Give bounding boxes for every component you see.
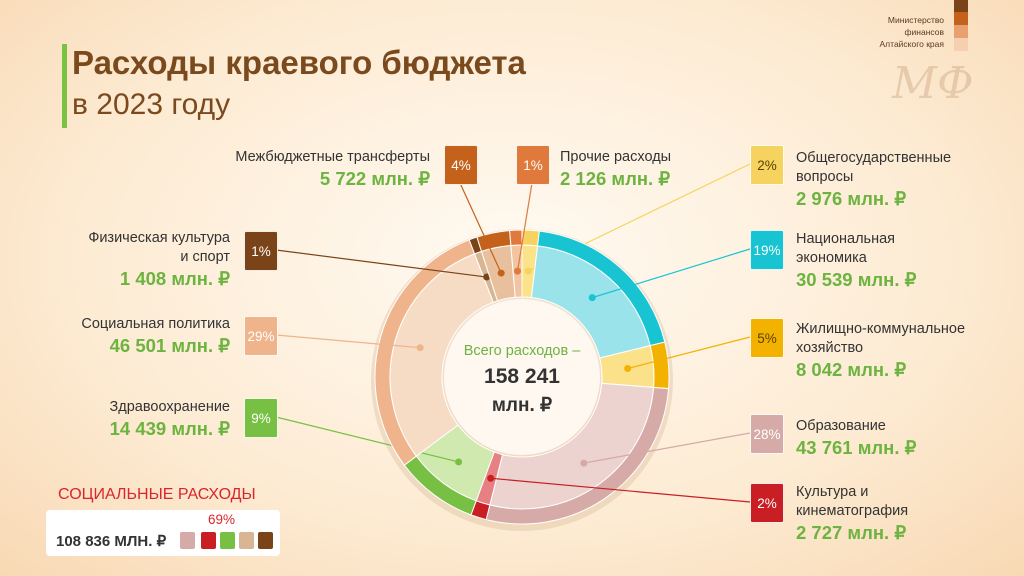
slice-7-label-line-1: Социальная политика — [81, 316, 230, 332]
slice-9-percent-badge: 4% — [444, 145, 478, 185]
social-swatch-education — [180, 532, 195, 549]
ministry-line-3: Алтайского края — [879, 39, 944, 49]
slice-1-leader-dot — [524, 267, 532, 275]
slice-5-leader-dot — [487, 474, 495, 482]
ministry-color-strip-2 — [954, 12, 968, 25]
slice-3-label-line-1: Жилищно-коммунальное — [796, 321, 966, 337]
slice-8-leader-dot — [483, 273, 491, 281]
slice-10-label: Прочие расходы 2 126 млн. ₽ — [560, 148, 671, 188]
slice-3-value: 8 042 млн. ₽ — [796, 359, 907, 380]
slice-5-label-line-2: кинематография — [796, 503, 909, 519]
slice-7-percent-badge: 29% — [244, 316, 278, 356]
slice-6-leader-dot — [455, 458, 463, 466]
slice-6-label: Здравоохранение 14 439 млн. ₽ — [110, 398, 230, 438]
slice-8-percent-badge: 1% — [244, 231, 278, 271]
slice-1-percent-badge: 2% — [750, 145, 784, 185]
slice-2-label-line-1: Национальная — [796, 231, 896, 247]
slice-4-label-line-1: Образование — [796, 418, 886, 434]
social-expenses-percent: 69% — [208, 512, 236, 527]
social-expenses-title: СОЦИАЛЬНЫЕ РАСХОДЫ — [58, 486, 256, 503]
slice-9-label-line-1: Межбюджетные трансферты — [235, 149, 430, 165]
slice-5-value: 2 727 млн. ₽ — [796, 522, 907, 543]
ministry-line-2: финансов — [904, 27, 944, 37]
slice-1-value: 2 976 млн. ₽ — [796, 188, 907, 209]
slice-2-leader-dot — [588, 294, 596, 302]
slice-8-label-line-1: Физическая культура — [88, 230, 230, 246]
slice-4-percent-badge: 28% — [750, 414, 784, 454]
slice-1-label: Общегосударственные вопросы 2 976 млн. ₽ — [796, 149, 951, 208]
slice-3-leader-dot — [624, 364, 632, 372]
slice-8-leader-line — [275, 249, 487, 278]
social-swatch-social-policy — [239, 532, 254, 549]
center-total-value: 158 241 — [484, 365, 560, 388]
slice-6-value: 14 439 млн. ₽ — [109, 418, 230, 439]
slice-2-percent-badge: 19% — [750, 230, 784, 270]
slice-9-label: Межбюджетные трансферты 5 722 млн. ₽ — [235, 148, 430, 188]
ministry-color-strip-3 — [954, 25, 968, 38]
slice-5-label: Культура и кинематография 2 727 млн. ₽ — [796, 483, 908, 542]
slice-6-percent-badge: 9% — [244, 398, 278, 438]
slice-10-leader-dot — [514, 267, 522, 275]
slice-4-leader-dot — [580, 459, 588, 467]
slice-10-value: 2 126 млн. ₽ — [560, 168, 671, 189]
ministry-color-strip-4 — [954, 38, 968, 51]
slice-6-leader-line — [275, 416, 459, 463]
ministry-caption: Министерство финансов Алтайского края — [880, 14, 944, 50]
slice-1-outer-ring — [521, 229, 540, 247]
slice-6-label-line-1: Здравоохранение — [109, 399, 230, 415]
page-subtitle: в 2023 году — [72, 88, 231, 121]
slice-10-leader-line — [516, 182, 533, 272]
slice-8-value: 1 408 млн. ₽ — [119, 268, 230, 289]
slice-3-leader-line — [627, 336, 751, 370]
page-title: Расходы краевого бюджета — [72, 44, 526, 81]
slice-5-label-line-1: Культура и — [796, 484, 869, 500]
slice-3-percent-badge: 5% — [750, 318, 784, 358]
slice-4-label: Образование 43 761 млн. ₽ — [796, 417, 916, 457]
slice-7-value: 46 501 млн. ₽ — [109, 335, 230, 356]
slice-5-leader-line — [490, 477, 751, 503]
donut-center-disc — [444, 299, 600, 455]
ministry-logo: МФ — [892, 58, 974, 109]
slice-10-outer-ring — [509, 229, 523, 247]
center-caption: Всего расходов – — [463, 343, 581, 359]
slice-2-leader-line — [592, 248, 751, 299]
slice-10-label-line-1: Прочие расходы — [560, 149, 672, 165]
slice-7-leader-line — [275, 334, 421, 349]
slice-1-label-line-2: вопросы — [796, 169, 854, 185]
slice-9-leader-line — [459, 182, 502, 274]
slice-7-label: Социальная политика 46 501 млн. ₽ — [81, 315, 230, 355]
chart-center-label: Всего расходов – 158 241 млн. ₽ — [442, 343, 602, 417]
ministry-color-strip-1 — [954, 0, 968, 12]
slice-2-label-line-2: экономика — [796, 250, 867, 266]
social-swatch-sport — [258, 532, 273, 549]
slice-9-value: 5 722 млн. ₽ — [319, 168, 430, 189]
slice-8-label-line-2: и спорт — [180, 249, 230, 265]
slice-9-leader-dot — [497, 269, 505, 277]
slice-1-label-line-1: Общегосударственные — [796, 150, 952, 166]
social-expenses-value: 108 836 МЛН. ₽ — [56, 533, 167, 550]
slice-7-leader-dot — [416, 344, 424, 352]
slice-4-value: 43 761 млн. ₽ — [796, 437, 917, 458]
slice-5-percent-badge: 2% — [750, 483, 784, 523]
slice-2-value: 30 539 млн. ₽ — [796, 269, 917, 290]
social-swatch-culture — [201, 532, 216, 549]
slice-3-label: Жилищно-коммунальное хозяйство 8 042 млн. … — [796, 320, 965, 379]
slice-3-label-line-2: хозяйство — [796, 340, 864, 356]
social-swatch-health — [220, 532, 235, 549]
slice-2-label: Национальная экономика 30 539 млн. ₽ — [796, 230, 916, 289]
slice-8-label: Физическая культура и спорт 1 408 млн. ₽ — [88, 229, 230, 288]
slice-10-percent-badge: 1% — [516, 145, 550, 185]
ministry-line-1: Министерство — [887, 15, 944, 25]
title-accent-bar — [62, 44, 67, 128]
slice-4-leader-line — [583, 432, 751, 464]
center-total-unit: млн. ₽ — [491, 395, 553, 416]
